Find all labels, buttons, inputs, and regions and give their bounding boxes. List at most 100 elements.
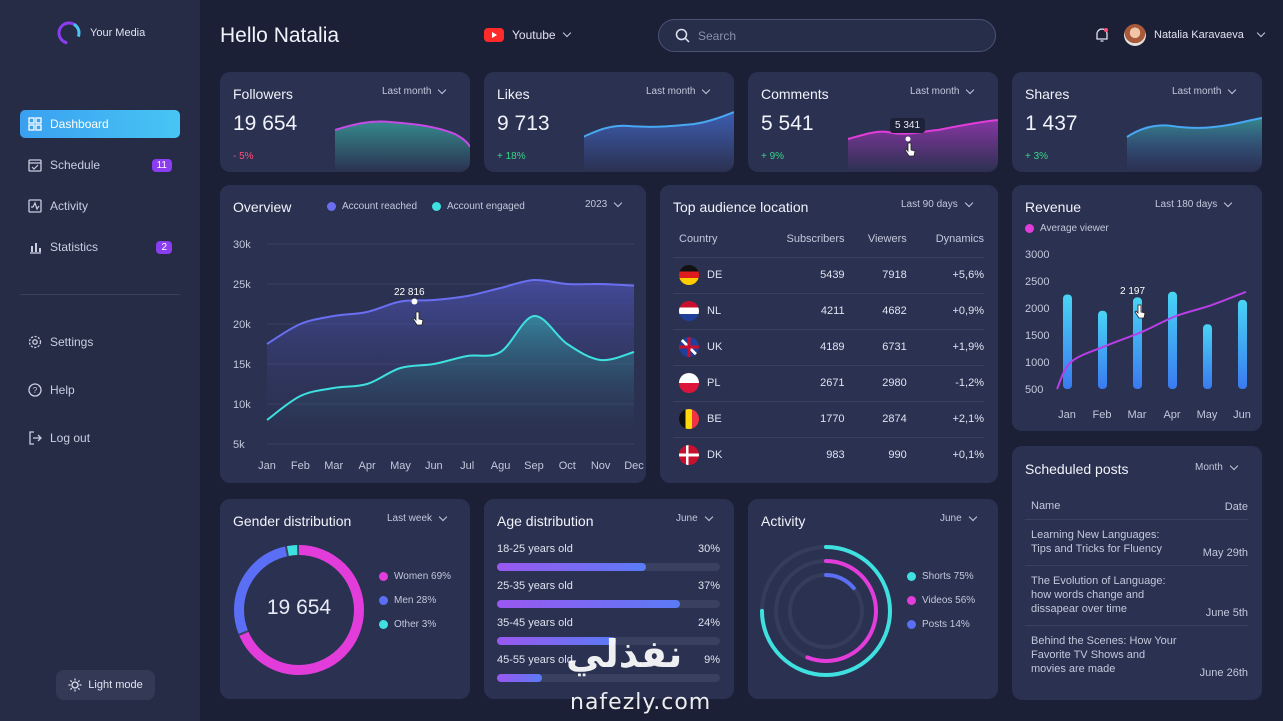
chevron-down-icon	[966, 85, 975, 94]
sidebar-item-schedule[interactable]: Schedule 11	[20, 151, 180, 179]
sidebar: Your Media Dashboard Schedule 11 Activit…	[0, 0, 200, 721]
post-name: The Evolution of Language: how words cha…	[1031, 575, 1166, 615]
period-selector[interactable]: Last 90 days	[901, 198, 973, 210]
activity-card: Activity June Shorts 75% Videos 56% Post…	[748, 499, 998, 699]
subscribers-cell: 1770	[751, 400, 845, 437]
series-account-reached-line	[266, 278, 635, 345]
app-logo[interactable]: Your Media	[56, 20, 145, 46]
legend-label: Average viewer	[1040, 223, 1109, 234]
period-selector[interactable]: Last week	[387, 512, 448, 524]
period-selector[interactable]: Month	[1195, 461, 1239, 473]
sidebar-item-logout[interactable]: Log out	[20, 424, 180, 452]
sidebar-item-statistics[interactable]: Statistics 2	[20, 233, 180, 261]
age-bar-track	[497, 674, 720, 682]
period-selector[interactable]: Last month	[382, 85, 447, 97]
scheduled-posts-card: Scheduled posts Month Name Date Learning…	[1012, 446, 1262, 700]
table-row[interactable]: PL 2671 2980 -1,2%	[673, 364, 984, 401]
table-row[interactable]: BE 1770 2874 +2,1%	[673, 400, 984, 437]
list-item[interactable]: Behind the Scenes: How Your Favorite TV …	[1025, 625, 1248, 685]
platform-selector[interactable]: Youtube	[484, 28, 571, 42]
year-selector[interactable]: 2023	[585, 198, 623, 210]
country-code: DE	[707, 268, 723, 281]
x-tick-label: Feb	[1093, 409, 1112, 421]
y-tick-label: 1500	[1025, 330, 1049, 342]
revenue-bar	[1063, 294, 1072, 389]
sidebar-item-dashboard[interactable]: Dashboard	[20, 110, 180, 138]
subscribers-cell: 4211	[751, 292, 845, 329]
light-mode-toggle[interactable]: Light mode	[56, 670, 155, 700]
x-tick-label: May	[1197, 409, 1218, 421]
stat-delta: + 3%	[1025, 151, 1049, 162]
period-label: Month	[1195, 462, 1223, 473]
hand-cursor-icon	[412, 311, 424, 326]
followers-sparkline	[334, 120, 470, 172]
flag-be-icon	[679, 409, 699, 429]
table-row[interactable]: DK 983 990 +0,1%	[673, 436, 984, 473]
age-row-18-25: 18-25 years old 30%	[497, 543, 720, 571]
list-item[interactable]: Learning New Languages: Tips and Tricks …	[1025, 519, 1248, 565]
user-menu[interactable]: Natalia Karavaeva	[1094, 24, 1266, 46]
post-date: June 5th	[1205, 607, 1248, 619]
logout-icon	[29, 431, 42, 445]
bar-chart-icon	[30, 243, 41, 254]
x-tick-label: Feb	[291, 460, 310, 472]
age-label: 25-35 years old	[497, 580, 573, 592]
legend-other: Other 3%	[379, 619, 436, 630]
stat-value: 9 713	[497, 112, 550, 135]
dynamics-cell: +1,9%	[906, 328, 984, 365]
period-label: June	[676, 513, 698, 524]
table-row[interactable]: NL 4211 4682 +0,9%	[673, 292, 984, 329]
chevron-down-icon	[702, 85, 711, 94]
x-tick-label: Sep	[524, 460, 544, 472]
period-selector[interactable]: Last month	[910, 85, 975, 97]
sidebar-item-help[interactable]: ? Help	[20, 376, 180, 404]
list-item[interactable]: The Evolution of Language: how words cha…	[1025, 565, 1248, 625]
chevron-down-icon	[562, 28, 571, 38]
y-tick-label: 500	[1025, 384, 1043, 396]
legend-label: Account reached	[342, 201, 418, 212]
sidebar-item-label: Log out	[50, 431, 91, 445]
revenue-card: Revenue Last 180 days Average viewer 300…	[1012, 185, 1262, 431]
age-bar-track	[497, 637, 720, 645]
age-label: 18-25 years old	[497, 543, 573, 555]
chevron-down-icon	[1229, 461, 1239, 470]
table-row[interactable]: DE 5439 7918 +5,6%	[673, 256, 984, 293]
age-percent: 37%	[697, 580, 720, 592]
stat-value: 1 437	[1025, 112, 1078, 135]
card-title: Top audience location	[673, 199, 809, 215]
legend-label: Account engaged	[447, 201, 525, 212]
age-percent: 24%	[697, 617, 720, 629]
search-icon	[675, 28, 690, 43]
period-selector[interactable]: Last month	[1172, 85, 1237, 97]
legend-shorts: Shorts 75%	[907, 571, 974, 582]
period-selector[interactable]: Last 180 days	[1155, 198, 1233, 210]
search-bar[interactable]	[658, 19, 996, 52]
avatar[interactable]	[1124, 24, 1146, 46]
comments-card: Comments Last month 5 541 + 9% 5 341	[748, 72, 998, 172]
period-selector[interactable]: June	[676, 512, 713, 524]
x-tick-label: Jan	[258, 460, 276, 472]
stat-delta: - 5%	[233, 151, 254, 162]
period-selector[interactable]: Last month	[646, 85, 711, 97]
age-row-25-35: 25-35 years old 37%	[497, 580, 720, 608]
sidebar-item-settings[interactable]: Settings	[20, 328, 180, 356]
y-tick-label: 3000	[1025, 249, 1049, 261]
x-tick-label: Jan	[1058, 409, 1076, 421]
subscribers-cell: 983	[751, 436, 845, 473]
donut-segment-women	[234, 545, 364, 675]
bell-icon[interactable]	[1094, 27, 1110, 43]
ring-posts	[788, 573, 864, 649]
viewers-cell: 2980	[844, 364, 907, 401]
sidebar-item-label: Settings	[50, 335, 94, 349]
comments-sparkline	[848, 119, 998, 172]
revenue-bar	[1168, 291, 1177, 389]
search-input[interactable]	[698, 28, 958, 43]
sidebar-item-activity[interactable]: Activity	[20, 192, 180, 220]
likes-sparkline	[584, 111, 734, 172]
period-selector[interactable]: June	[940, 512, 977, 524]
table-row[interactable]: UK 4189 6731 +1,9%	[673, 328, 984, 365]
post-name: Learning New Languages: Tips and Tricks …	[1031, 529, 1163, 555]
dynamics-cell: +0,1%	[906, 436, 984, 473]
country-code: BE	[707, 412, 722, 425]
flag-de-icon	[679, 265, 699, 285]
